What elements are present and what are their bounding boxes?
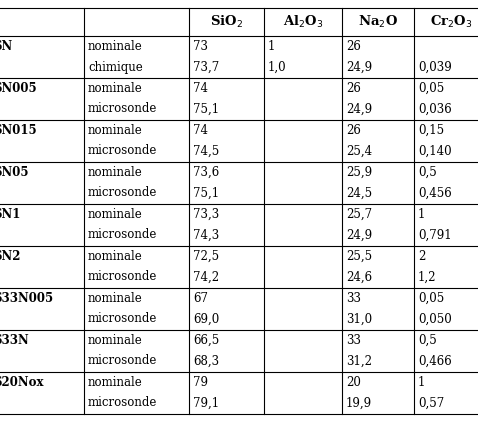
Text: 79,1: 79,1 xyxy=(193,397,219,410)
Text: 0,039: 0,039 xyxy=(418,61,452,74)
Text: 75,1: 75,1 xyxy=(193,102,219,115)
Text: 24,5: 24,5 xyxy=(346,187,372,200)
Text: nominale: nominale xyxy=(88,208,143,221)
Text: 24,9: 24,9 xyxy=(346,61,372,74)
Text: 1,2: 1,2 xyxy=(418,271,436,283)
Text: 0,456: 0,456 xyxy=(418,187,452,200)
Text: microsonde: microsonde xyxy=(88,187,157,200)
Text: 2: 2 xyxy=(418,250,425,263)
Text: 79: 79 xyxy=(193,376,208,389)
Text: nominale: nominale xyxy=(88,333,143,346)
Text: microsonde: microsonde xyxy=(88,271,157,283)
Text: 1: 1 xyxy=(268,40,275,53)
Text: nominale: nominale xyxy=(88,123,143,136)
Text: nominale: nominale xyxy=(88,165,143,179)
Text: nominale: nominale xyxy=(88,40,143,53)
Text: 25,4: 25,4 xyxy=(346,144,372,157)
Text: 74,3: 74,3 xyxy=(193,229,219,242)
Text: nominale: nominale xyxy=(88,291,143,304)
Text: nominale: nominale xyxy=(88,82,143,94)
Text: Cr$_2$O$_3$: Cr$_2$O$_3$ xyxy=(430,13,473,29)
Text: 20: 20 xyxy=(346,376,361,389)
Text: 69,0: 69,0 xyxy=(193,312,219,325)
Text: 0,050: 0,050 xyxy=(418,312,452,325)
Text: microsonde: microsonde xyxy=(88,397,157,410)
Text: chimique: chimique xyxy=(88,61,143,74)
Text: 24,9: 24,9 xyxy=(346,102,372,115)
Text: microsonde: microsonde xyxy=(88,144,157,157)
Text: 0,05: 0,05 xyxy=(418,291,444,304)
Text: microsonde: microsonde xyxy=(88,312,157,325)
Text: S33N: S33N xyxy=(0,333,29,346)
Text: 24,9: 24,9 xyxy=(346,229,372,242)
Text: 19,9: 19,9 xyxy=(346,397,372,410)
Text: 0,036: 0,036 xyxy=(418,102,452,115)
Text: SN005: SN005 xyxy=(0,82,37,94)
Text: 1: 1 xyxy=(418,208,425,221)
Text: 74,5: 74,5 xyxy=(193,144,219,157)
Text: microsonde: microsonde xyxy=(88,354,157,368)
Text: 0,466: 0,466 xyxy=(418,354,452,368)
Text: 74: 74 xyxy=(193,82,208,94)
Text: 73: 73 xyxy=(193,40,208,53)
Text: 0,15: 0,15 xyxy=(418,123,444,136)
Text: SN1: SN1 xyxy=(0,208,21,221)
Text: 0,791: 0,791 xyxy=(418,229,452,242)
Text: SN: SN xyxy=(0,40,12,53)
Text: 25,5: 25,5 xyxy=(346,250,372,263)
Text: 25,7: 25,7 xyxy=(346,208,372,221)
Text: 24,6: 24,6 xyxy=(346,271,372,283)
Text: nominale: nominale xyxy=(88,376,143,389)
Text: 0,05: 0,05 xyxy=(418,82,444,94)
Text: 33: 33 xyxy=(346,291,361,304)
Text: SN05: SN05 xyxy=(0,165,29,179)
Text: Na$_2$O: Na$_2$O xyxy=(358,13,398,29)
Text: 0,5: 0,5 xyxy=(418,165,437,179)
Text: 25,9: 25,9 xyxy=(346,165,372,179)
Text: 26: 26 xyxy=(346,82,361,94)
Text: 68,3: 68,3 xyxy=(193,354,219,368)
Text: 73,7: 73,7 xyxy=(193,61,219,74)
Text: 31,2: 31,2 xyxy=(346,354,372,368)
Text: 74,2: 74,2 xyxy=(193,271,219,283)
Text: SiO$_2$: SiO$_2$ xyxy=(210,13,243,29)
Text: SN2: SN2 xyxy=(0,250,21,263)
Text: 66,5: 66,5 xyxy=(193,333,219,346)
Text: microsonde: microsonde xyxy=(88,229,157,242)
Text: 0,5: 0,5 xyxy=(418,333,437,346)
Text: 67: 67 xyxy=(193,291,208,304)
Text: 75,1: 75,1 xyxy=(193,187,219,200)
Text: 73,3: 73,3 xyxy=(193,208,219,221)
Text: microsonde: microsonde xyxy=(88,102,157,115)
Text: S20Nox: S20Nox xyxy=(0,376,43,389)
Text: 73,6: 73,6 xyxy=(193,165,219,179)
Text: nominale: nominale xyxy=(88,250,143,263)
Text: Al$_2$O$_3$: Al$_2$O$_3$ xyxy=(282,13,323,29)
Text: 26: 26 xyxy=(346,123,361,136)
Text: 0,140: 0,140 xyxy=(418,144,452,157)
Text: 26: 26 xyxy=(346,40,361,53)
Text: 33: 33 xyxy=(346,333,361,346)
Text: 0,57: 0,57 xyxy=(418,397,444,410)
Text: 31,0: 31,0 xyxy=(346,312,372,325)
Text: S33N005: S33N005 xyxy=(0,291,53,304)
Text: SN015: SN015 xyxy=(0,123,37,136)
Text: 1: 1 xyxy=(418,376,425,389)
Text: 1,0: 1,0 xyxy=(268,61,287,74)
Text: 72,5: 72,5 xyxy=(193,250,219,263)
Text: 74: 74 xyxy=(193,123,208,136)
